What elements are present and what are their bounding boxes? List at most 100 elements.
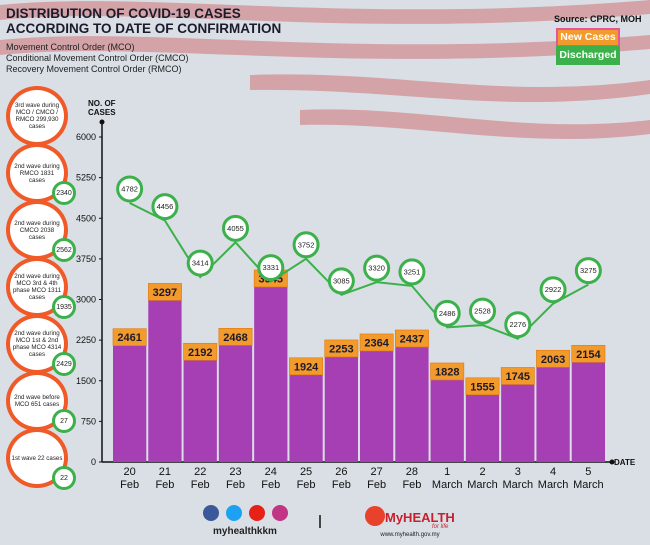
value-label: 1555 [470, 381, 494, 393]
point [539, 276, 567, 304]
y-tick-label: 3000 [76, 295, 96, 305]
point-label: 3085 [333, 276, 350, 285]
point [186, 249, 214, 277]
point-label: 4782 [121, 184, 138, 193]
point [116, 175, 144, 203]
x-tick-label: 3 March [502, 466, 534, 491]
bar [218, 328, 253, 462]
value-label: 2063 [541, 354, 565, 366]
value-label-box [465, 377, 500, 396]
value-label-box [218, 328, 253, 346]
bar [536, 350, 570, 462]
subtitle: Movement Control Order (MCO) [6, 42, 135, 52]
y-tick-label: 4500 [76, 213, 96, 223]
instagram-icon [272, 505, 288, 521]
bar [395, 329, 429, 462]
point-label: 3275 [580, 266, 597, 275]
subtitle: Conditional Movement Control Order (CMCO… [6, 53, 189, 63]
x-tick-label: 2 March [467, 466, 498, 491]
value-label: 2154 [576, 349, 601, 361]
value-label-box [359, 333, 394, 352]
x-tick-label: 4 March [537, 466, 569, 491]
value-label-box [324, 339, 359, 358]
y-tick-label: 2250 [76, 335, 96, 345]
point [363, 254, 391, 282]
value-label: 2461 [117, 332, 141, 344]
axis-end [99, 119, 105, 125]
x-tick-label: 22 Feb [190, 466, 210, 491]
value-label: 2364 [364, 337, 389, 349]
side-note: 3rd wave during MCO / CMCO / RMCO 299,93… [6, 86, 68, 146]
tagline: for life [432, 524, 449, 530]
x-tick-label: 5 March [573, 466, 604, 491]
value-label: 1924 [294, 361, 319, 373]
facebook-icon [203, 505, 219, 521]
x-axis-label: DATE [614, 458, 636, 467]
point-label: 3414 [192, 259, 209, 268]
value-label-box [430, 362, 465, 381]
point [504, 311, 532, 339]
point-label: 4055 [227, 224, 244, 233]
side-note-discharged: 2429 [52, 352, 76, 376]
bar [148, 283, 182, 462]
point [257, 254, 285, 282]
point-label: 3320 [368, 264, 385, 273]
point-label: 3752 [298, 240, 315, 249]
point [292, 231, 320, 259]
bar [571, 345, 605, 462]
legend-new-cases: New Cases [556, 28, 620, 47]
flag-background [0, 0, 650, 139]
x-tick-label: 21 Feb [155, 466, 175, 491]
point-label: 2922 [545, 285, 562, 294]
point-label: 4456 [157, 202, 174, 211]
value-label: 2253 [329, 343, 353, 355]
social-handle: myhealthkkm [213, 526, 277, 537]
value-label: 1828 [435, 366, 459, 378]
point-label: 3331 [262, 263, 279, 272]
myhealth-logo [365, 506, 385, 526]
side-note-discharged: 2340 [52, 181, 76, 205]
value-label: 2192 [188, 347, 212, 359]
point-label: 3251 [404, 267, 421, 276]
value-label-box [112, 328, 147, 346]
y-tick-label: 750 [81, 416, 96, 426]
youtube-icon [249, 505, 265, 521]
value-label: 3297 [153, 287, 177, 299]
value-label: 2468 [223, 332, 247, 344]
side-note-discharged: 27 [52, 409, 76, 433]
bar [254, 269, 288, 462]
point [327, 267, 355, 295]
website: www.myhealth.gov.my [379, 532, 439, 538]
bar [183, 343, 217, 462]
y-axis-label: NO. OF CASES [88, 99, 116, 117]
y-tick-label: 3750 [76, 254, 96, 264]
value-label: 2437 [400, 333, 424, 345]
point-label: 2486 [439, 309, 456, 318]
point-label: 2528 [474, 307, 491, 316]
y-tick-label: 0 [91, 457, 96, 467]
point [433, 299, 461, 327]
subtitle: Recovery Movement Control Order (RMCO) [6, 64, 182, 74]
x-tick-label: 1 March [431, 466, 463, 491]
point-label: 2276 [509, 320, 526, 329]
bar [324, 339, 358, 462]
x-tick-label: 24 Feb [261, 466, 281, 491]
chart-title: DISTRIBUTION OF COVID-19 CASES ACCORDING… [6, 6, 282, 36]
side-note-discharged: 2562 [52, 238, 76, 262]
point [151, 193, 179, 221]
value-label-box [536, 349, 571, 368]
side-note-discharged: 22 [52, 466, 76, 490]
point [574, 257, 602, 285]
value-label-box [147, 283, 182, 301]
point [469, 297, 496, 325]
point [398, 258, 426, 286]
source: Source: CPRC, MOH [554, 14, 642, 24]
point [222, 214, 249, 242]
bar [113, 328, 147, 462]
side-note-discharged: 1935 [52, 295, 76, 319]
x-tick-label: 25 Feb [296, 466, 316, 491]
x-tick-label: 20 Feb [120, 466, 140, 491]
value-label-box [289, 357, 324, 376]
